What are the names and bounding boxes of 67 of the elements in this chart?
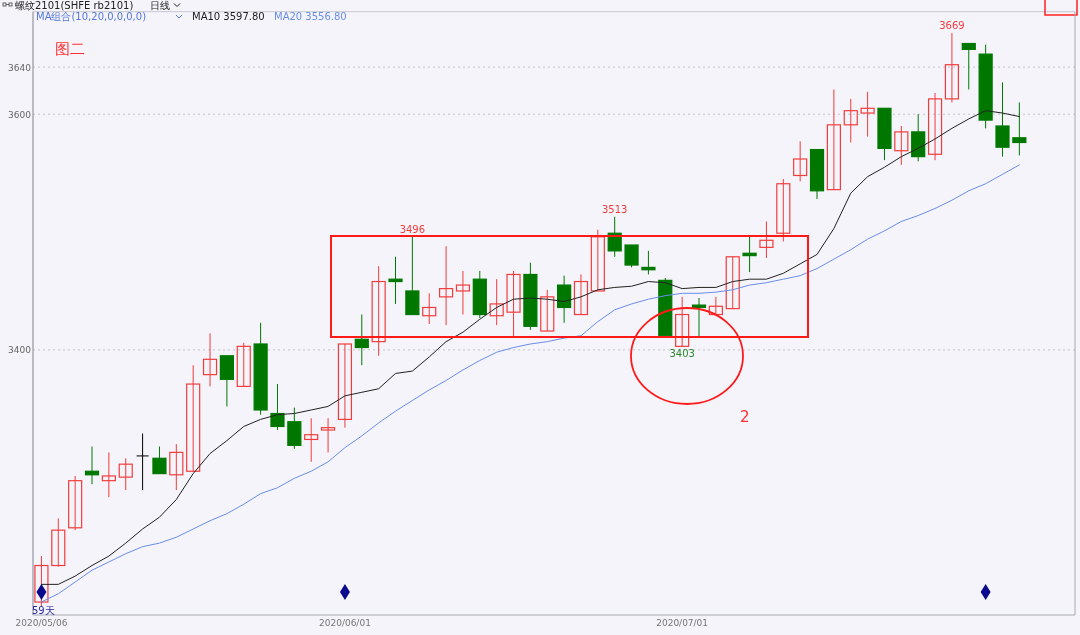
candlestick xyxy=(590,229,605,292)
candlestick xyxy=(573,273,589,316)
candlestick xyxy=(894,125,909,166)
candlestick xyxy=(759,220,774,259)
candlestick xyxy=(136,433,150,491)
candlestick xyxy=(557,275,572,324)
candlestick xyxy=(708,296,723,316)
candlestick xyxy=(860,91,875,138)
legend-title: MA组合(10,20,0,0,0,0) xyxy=(36,11,147,22)
candlestick xyxy=(152,446,167,475)
candlestick xyxy=(826,88,841,191)
candlestick xyxy=(961,42,976,90)
candlestick xyxy=(337,343,353,429)
candlestick xyxy=(270,383,285,431)
y-tick-label: 3640 xyxy=(8,62,32,73)
candlestick xyxy=(843,98,858,143)
candlestick xyxy=(169,443,184,491)
candlestick xyxy=(624,244,639,268)
candlestick xyxy=(101,451,116,498)
y-tick-label: 3600 xyxy=(8,109,32,120)
candlestick xyxy=(675,296,690,347)
y-tick-label: 3400 xyxy=(8,345,32,356)
candlestick xyxy=(287,407,302,450)
text: MA10 3597.80 xyxy=(192,11,265,22)
candlestick xyxy=(691,297,707,338)
candlestick xyxy=(34,555,49,608)
candlestick xyxy=(742,236,757,273)
chart-subtitle: 日线 xyxy=(150,0,170,11)
candlestick xyxy=(186,364,201,472)
x-tick-label: 2020/05/06 xyxy=(15,618,68,628)
candlestick xyxy=(118,457,133,491)
candlestick xyxy=(455,270,471,316)
candlestick xyxy=(776,178,791,242)
candlestick xyxy=(405,236,420,316)
candlestick xyxy=(540,289,555,332)
candlestick xyxy=(219,355,234,407)
candlestick xyxy=(944,32,960,103)
candlestick xyxy=(927,92,943,161)
candlestick xyxy=(236,342,251,388)
annotation: 2 xyxy=(740,408,750,426)
candlestick xyxy=(995,81,1010,158)
annotation: 图二 xyxy=(55,40,85,58)
candlestick xyxy=(489,278,504,326)
candlestick xyxy=(438,245,454,326)
annotation: 3669 xyxy=(939,19,965,31)
candlestick xyxy=(68,475,83,531)
candlestick xyxy=(422,292,437,325)
candlestick xyxy=(1012,101,1027,156)
x-tick-label: 2020/07/01 xyxy=(656,618,709,628)
x-tick-label: 2020/06/01 xyxy=(318,618,371,628)
candlestick xyxy=(304,417,319,463)
candlestick xyxy=(793,140,808,182)
candlestick xyxy=(51,517,66,568)
annotation: 3496 xyxy=(399,223,426,235)
candlestick xyxy=(202,332,218,387)
chart-title: 螺纹2101(SHFE rb2101) xyxy=(15,0,134,11)
annotation: 59天 xyxy=(32,605,55,616)
annotation: 3513 xyxy=(601,203,628,215)
candlestick xyxy=(388,256,403,305)
candlestick xyxy=(725,256,740,310)
candlestick xyxy=(641,250,656,275)
candlestick xyxy=(506,270,521,338)
candlestick xyxy=(371,265,386,357)
text: MA20 3556.80 xyxy=(274,11,347,22)
annotation: 3403 xyxy=(669,348,695,360)
candlestick xyxy=(354,314,369,366)
candlestick xyxy=(320,417,336,453)
